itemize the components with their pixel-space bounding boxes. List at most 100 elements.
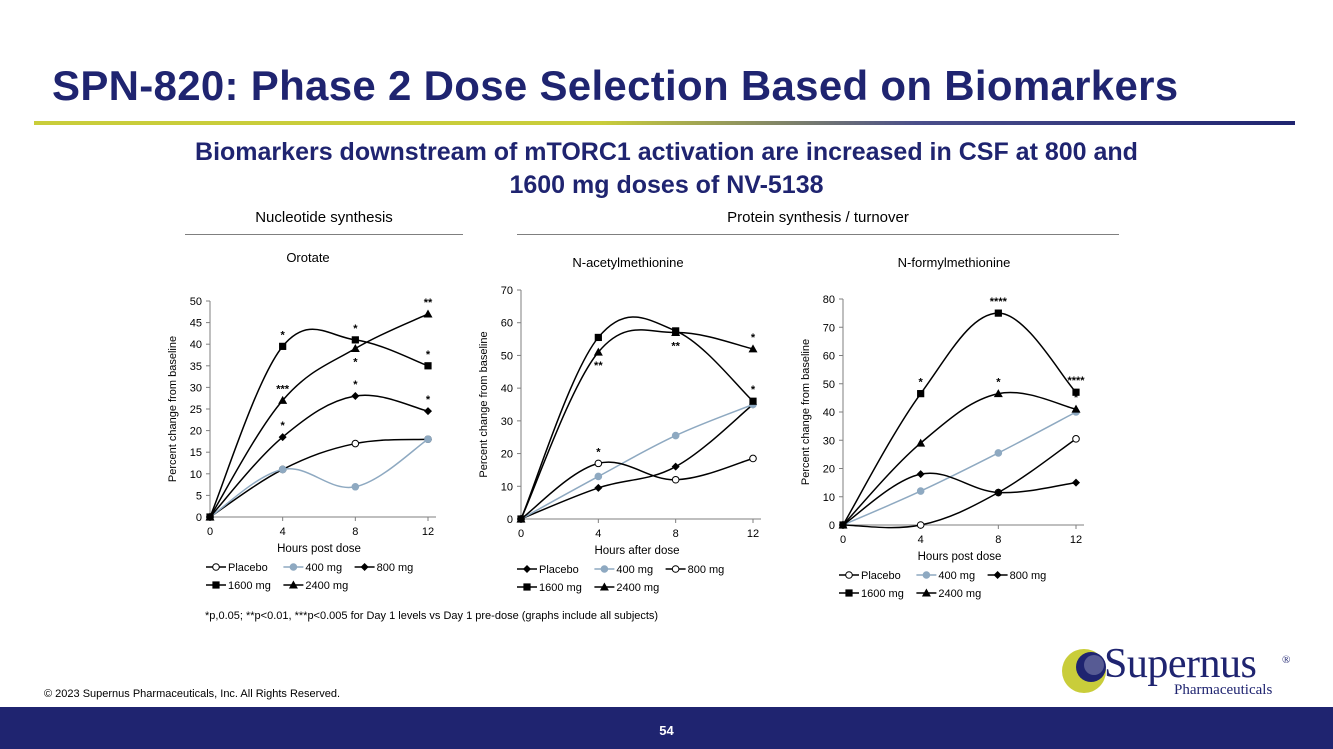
series-2400-mg (516, 328, 758, 523)
legend-marker (922, 571, 931, 579)
significance-label: **** (1067, 375, 1085, 387)
x-tick-label: 12 (747, 528, 759, 540)
chart-title: N-acetylmethionine (572, 255, 683, 270)
x-tick-label: 4 (595, 528, 601, 540)
y-axis-title: Percent change from baseline (478, 331, 490, 477)
significance-label: * (1074, 392, 1079, 404)
legend-label: Placebo (861, 570, 901, 582)
significance-label: * (281, 420, 286, 432)
legend-label: 1600 mg (228, 580, 271, 592)
legend-label: 1600 mg (861, 588, 904, 600)
y-tick-label: 0 (196, 512, 202, 524)
data-point (351, 336, 359, 344)
significance-label: ** (424, 297, 433, 309)
x-axis-title: Hours post dose (277, 543, 361, 555)
subtitle-line-1: Biomarkers downstream of mTORC1 activati… (195, 138, 1138, 166)
data-point (424, 407, 432, 416)
footer-bar: 54 (0, 707, 1333, 749)
data-point (205, 512, 215, 521)
y-tick-label: 20 (501, 449, 513, 461)
supernus-logo: Supernus ® Pharmaceuticals (1060, 641, 1300, 704)
logo-subtitle: Pharmaceuticals (1174, 682, 1273, 698)
data-point (994, 488, 1003, 497)
y-tick-label: 40 (190, 339, 202, 351)
chart-title: Orotate (286, 250, 329, 265)
data-point (594, 459, 603, 468)
x-tick-label: 8 (995, 534, 1001, 546)
y-tick-label: 0 (829, 520, 835, 532)
copyright-notice: © 2023 Supernus Pharmaceuticals, Inc. Al… (44, 688, 341, 700)
significance-label: * (353, 379, 358, 391)
significance-label: * (353, 323, 358, 335)
legend-item-400-mg: 400 mg (594, 564, 653, 576)
data-point (594, 472, 603, 481)
title-underline (34, 121, 1295, 125)
data-point (278, 433, 287, 442)
series-2400-mg (205, 309, 433, 521)
series-2400-mg (838, 389, 1081, 529)
logo-mark-icon (1062, 649, 1106, 693)
legend-marker (289, 563, 298, 571)
series-line (520, 403, 754, 520)
logo-registered-mark: ® (1282, 654, 1291, 666)
significance-label: ** (594, 360, 603, 372)
data-point (1071, 404, 1081, 413)
series-1600-mg (206, 328, 432, 521)
y-tick-label: 30 (501, 416, 513, 428)
data-point (423, 309, 433, 318)
legend-marker (921, 588, 931, 597)
y-tick-label: 15 (190, 447, 202, 459)
series-400-mg (206, 435, 432, 521)
data-point (917, 390, 925, 398)
legend-label: 800 mg (688, 564, 725, 576)
y-tick-label: 30 (823, 435, 835, 447)
y-tick-label: 10 (190, 469, 202, 481)
legend-label: Placebo (228, 562, 268, 574)
data-point (993, 389, 1003, 398)
x-axis-title: Hours after dose (594, 545, 679, 557)
chart-orotate: Orotate 0 5 10 15 20 25 30 35 40 45 50 0 4 8 12 Hours po… (167, 250, 436, 592)
data-point (594, 483, 603, 492)
data-point (838, 520, 848, 529)
section-protein-rule (517, 234, 1119, 235)
legend-item-800-mg: 800 mg (354, 562, 413, 574)
data-point (593, 347, 603, 356)
data-point (916, 470, 925, 479)
section-nucleotide-rule (185, 234, 463, 235)
significance-label: * (751, 384, 756, 396)
series-line (209, 438, 429, 518)
legend-item-400-mg: 400 mg (916, 570, 975, 582)
legend-item-placebo: Placebo (206, 562, 268, 574)
significance-label: * (353, 357, 358, 369)
legend-label: 2400 mg (305, 580, 348, 592)
x-axis-title: Hours post dose (918, 551, 1002, 563)
legend-label: 400 mg (938, 570, 975, 582)
page-number: 54 (659, 723, 674, 738)
data-point (748, 344, 758, 353)
x-tick-label: 0 (518, 528, 524, 540)
series-line (520, 457, 754, 520)
series-1600-mg (839, 309, 1080, 529)
legend-item-1600-mg: 1600 mg (517, 582, 582, 594)
y-tick-label: 40 (501, 383, 513, 395)
y-tick-label: 45 (190, 318, 202, 330)
significance-label: * (751, 332, 756, 344)
data-point (351, 439, 360, 448)
series-placebo (839, 435, 1080, 529)
series-line (520, 403, 754, 520)
data-point (994, 309, 1002, 317)
significance-label: *** (276, 383, 290, 395)
x-tick-label: 12 (422, 526, 434, 538)
legend-marker (212, 563, 220, 571)
y-tick-label: 20 (823, 464, 835, 476)
legend-label: 2400 mg (938, 588, 981, 600)
series-line (842, 411, 1077, 526)
y-tick-label: 20 (190, 426, 202, 438)
y-tick-label: 80 (823, 294, 835, 306)
significance-label: **** (990, 296, 1008, 308)
data-point (1072, 478, 1080, 487)
y-tick-label: 25 (190, 404, 202, 416)
legend-item-placebo: Placebo (517, 564, 579, 576)
chart-n-acetylmethionine: N-acetylmethionine 0 10 20 30 40 50 60 70 0 4 8 12 Ho… (478, 255, 761, 594)
significance-label: * (426, 349, 431, 361)
